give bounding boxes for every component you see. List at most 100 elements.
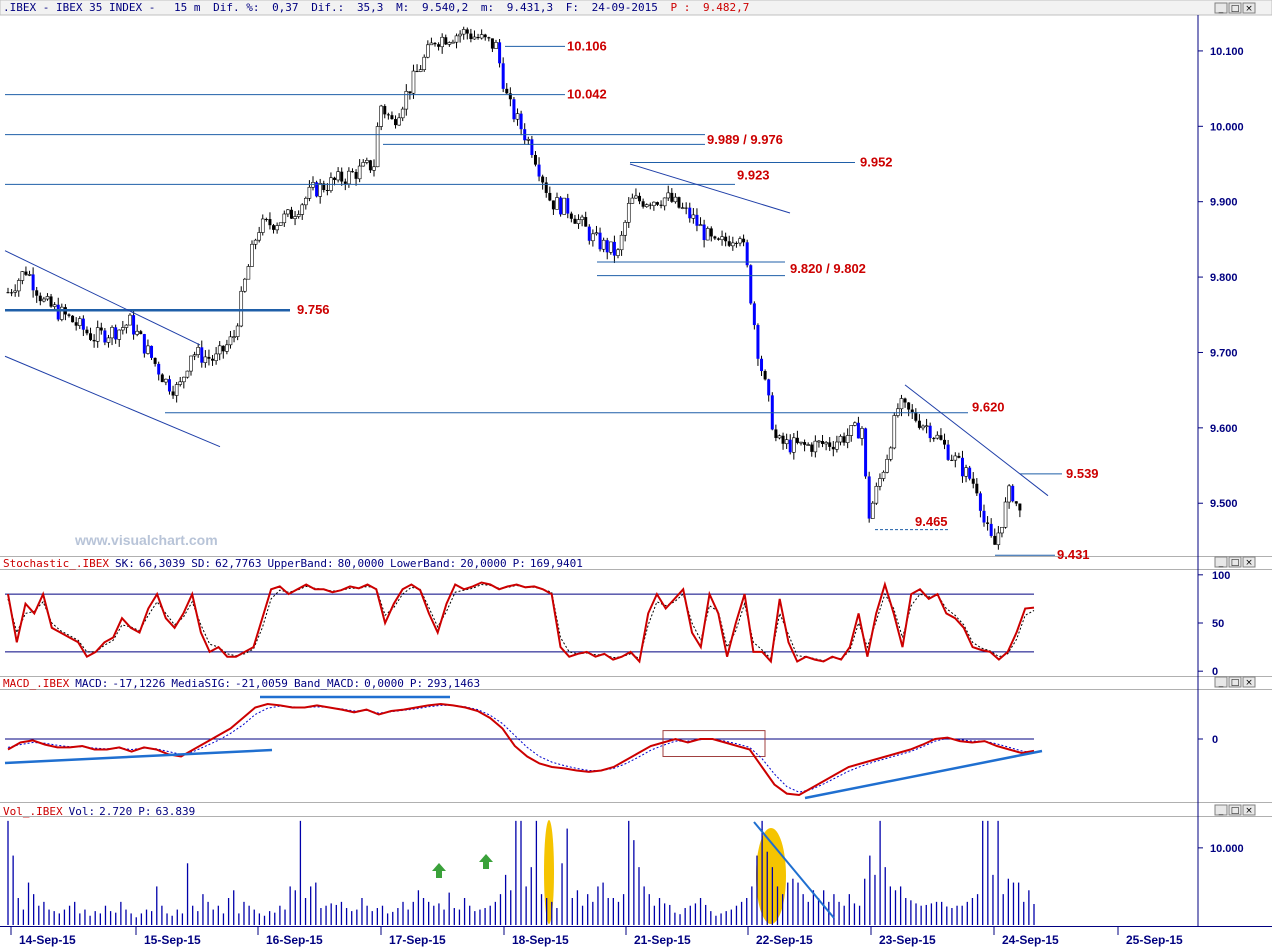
stochastic-legend-value: 80,0000 — [338, 557, 384, 570]
maximize-button[interactable] — [1228, 2, 1242, 14]
stochastic-legend-value: 66,3039 — [139, 557, 185, 570]
candle — [767, 379, 771, 396]
resistance-trendline — [629, 163, 791, 214]
level-label: 9.756 — [297, 302, 330, 317]
candle — [322, 183, 326, 191]
candle — [132, 315, 136, 335]
header-date: 24-09-2015 — [592, 1, 658, 14]
candle — [260, 218, 265, 233]
volume-highlight — [544, 820, 554, 924]
close-button[interactable] — [1242, 2, 1256, 14]
stochastic-legend-label: LowerBand: — [390, 557, 456, 570]
candle — [569, 213, 573, 219]
candle — [207, 356, 211, 359]
header-min: 9.431,3 — [507, 1, 553, 14]
macd-legend-label: Band_MACD: — [294, 677, 360, 690]
candle — [551, 200, 555, 210]
candle — [347, 170, 351, 185]
candle — [490, 38, 494, 49]
minimize-icon: _ — [1218, 678, 1224, 688]
date-tick-label: 17-Sep-15 — [389, 933, 446, 947]
candle — [738, 238, 742, 244]
price-tick-label: 9.700 — [1210, 347, 1238, 359]
candle — [623, 222, 627, 236]
candle — [217, 345, 222, 355]
candle — [630, 197, 635, 204]
candle — [709, 228, 713, 237]
maximize-button[interactable] — [1228, 804, 1242, 816]
candle — [343, 181, 347, 184]
candle — [713, 236, 717, 239]
candle — [917, 420, 921, 428]
candle — [211, 358, 215, 361]
candle — [447, 42, 452, 45]
candle — [142, 334, 146, 354]
candle — [164, 378, 168, 383]
level-label: 9.923 — [737, 167, 770, 182]
candle — [576, 219, 581, 224]
candle — [461, 29, 466, 35]
candle — [756, 325, 760, 359]
minimize-icon: _ — [1218, 806, 1224, 816]
maximize-button[interactable] — [1228, 676, 1242, 688]
candle — [150, 345, 154, 358]
level-label: 9.989 / 9.976 — [707, 132, 783, 147]
close-button[interactable] — [1242, 804, 1256, 816]
candle — [1014, 501, 1018, 504]
candle — [368, 160, 372, 171]
minimize-button[interactable] — [1214, 804, 1228, 816]
stochastic-legend: Stochastic_.IBEX SK: 66,3039 SD: 62,7763 Uppe… — [3, 557, 583, 570]
candle — [784, 439, 789, 445]
header-dif-label: Dif.: — [311, 1, 344, 14]
maximize-button[interactable] — [1228, 556, 1242, 568]
candle — [45, 296, 50, 300]
candle — [350, 171, 354, 173]
header-symbol: .IBEX - IBEX 35 INDEX - — [3, 1, 155, 14]
candle — [465, 29, 469, 34]
candle — [928, 425, 932, 439]
candle — [375, 126, 380, 168]
candle — [444, 37, 448, 45]
candle — [286, 209, 290, 215]
candle — [31, 274, 35, 291]
candle — [296, 214, 301, 217]
candle — [598, 232, 602, 250]
candle — [978, 493, 982, 511]
candle — [408, 91, 412, 94]
candle — [720, 236, 724, 241]
minimize-button[interactable] — [1214, 556, 1228, 568]
candle — [16, 280, 21, 292]
candle — [652, 201, 656, 206]
date-tick-label: 24-Sep-15 — [1002, 933, 1059, 947]
close-button[interactable] — [1242, 676, 1256, 688]
close-button[interactable] — [1242, 556, 1256, 568]
candle — [688, 207, 692, 219]
candle — [903, 398, 907, 403]
candle — [121, 327, 125, 331]
minimize-button[interactable] — [1214, 676, 1228, 688]
resistance-trendline — [904, 384, 1049, 497]
macd-legend-value: -17,1226 — [112, 677, 165, 690]
volume-title: Vol_.IBEX — [3, 805, 63, 818]
candle — [487, 37, 491, 39]
candle — [275, 225, 279, 231]
candle — [537, 164, 541, 177]
candle — [731, 242, 735, 247]
candle — [953, 455, 958, 461]
candle — [289, 209, 293, 219]
candle — [695, 214, 699, 226]
header-min-label: m: — [481, 1, 494, 14]
level-label: 9.820 / 9.802 — [790, 261, 866, 276]
candle — [799, 441, 803, 444]
close-icon: × — [1245, 558, 1253, 568]
maximize-icon: □ — [1231, 678, 1240, 688]
candle — [849, 425, 854, 436]
candle — [638, 195, 642, 202]
stochastic-tick-label: 50 — [1212, 618, 1224, 630]
candle — [960, 457, 964, 477]
minimize-button[interactable] — [1214, 2, 1228, 14]
candle — [128, 314, 132, 326]
candle — [282, 213, 287, 224]
candle — [946, 444, 950, 460]
candle — [616, 249, 620, 256]
